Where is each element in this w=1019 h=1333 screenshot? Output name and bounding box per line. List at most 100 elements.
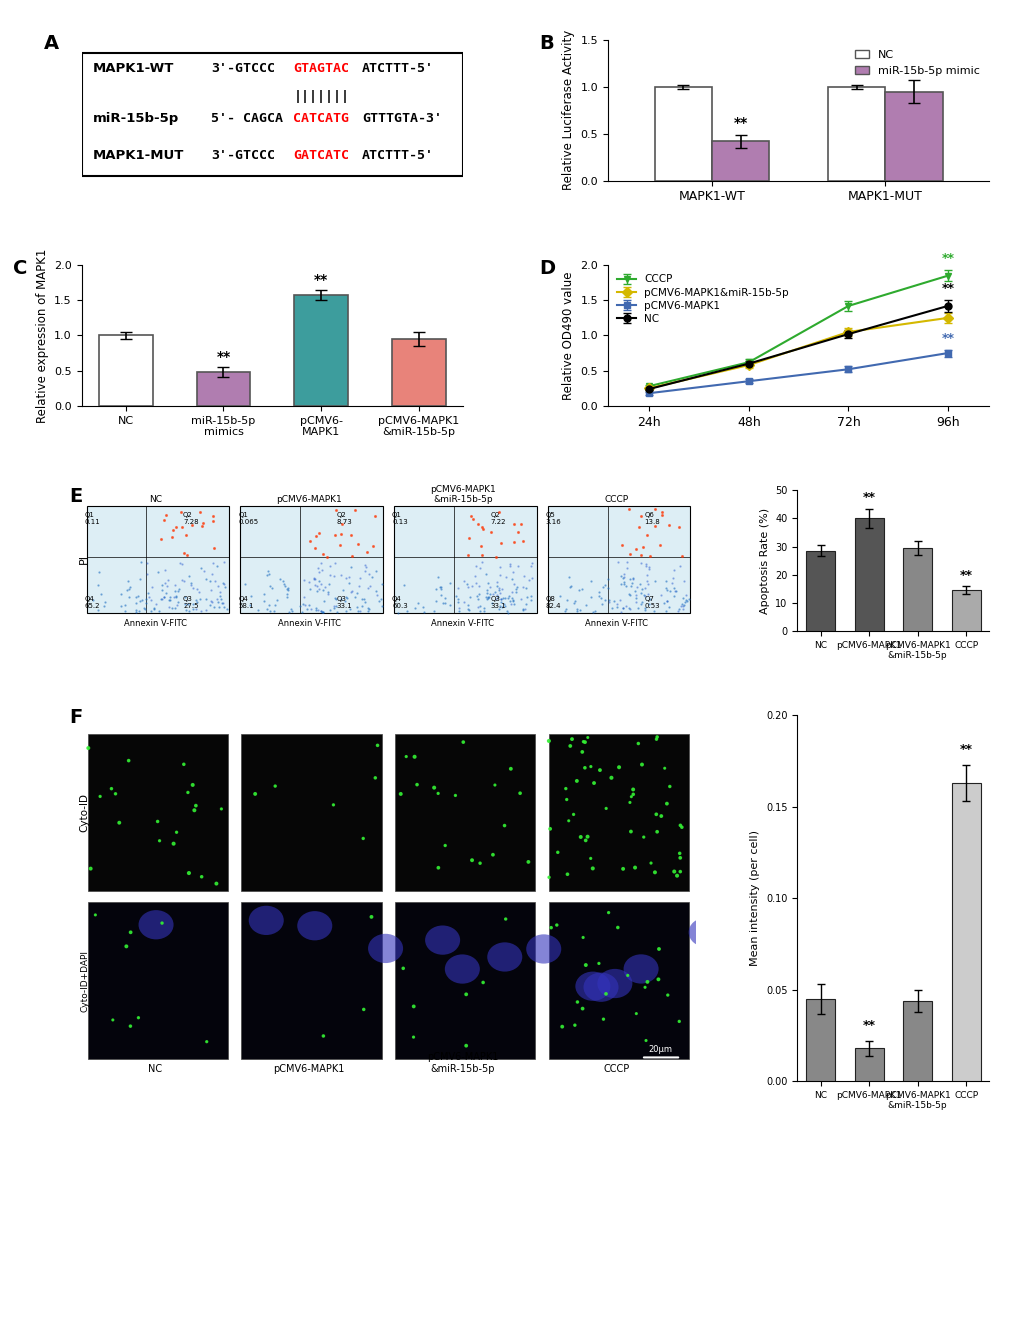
Point [96,596,112,617]
Point [138,588,154,609]
Point [261,563,277,584]
Point [120,579,137,600]
Point [664,577,681,599]
Point [310,523,326,544]
Point [175,569,192,591]
Point [678,591,694,612]
Point [449,577,466,599]
Point [167,575,183,596]
Point [405,1026,421,1048]
Point [321,573,337,595]
Point [258,564,274,585]
Point [648,821,664,842]
Point [470,584,486,605]
Ellipse shape [688,917,722,946]
Point [266,600,282,621]
Point [560,810,577,832]
Point [159,576,175,597]
Point [486,774,502,796]
Point [491,556,507,577]
Point [357,560,373,581]
Text: CCCP: CCCP [603,1064,629,1074]
Point [133,589,150,611]
Point [641,588,657,609]
Point [488,584,504,605]
Point [638,555,654,576]
Point [268,589,284,611]
Point [650,969,666,990]
Point [660,596,677,617]
Point [597,984,613,1005]
Point [118,580,135,601]
Point [291,596,308,617]
Point [365,536,381,557]
Point [481,583,497,604]
Point [406,996,422,1017]
Point [309,576,325,597]
Point [496,814,513,836]
Point [118,936,135,957]
Point [582,848,598,869]
Point [354,588,370,609]
Ellipse shape [575,972,609,1001]
Point [367,768,383,789]
Text: Q2
7.22: Q2 7.22 [490,512,505,525]
Point [320,581,336,603]
Point [128,593,145,615]
Point [138,592,154,613]
Point [522,556,538,577]
Point [486,581,502,603]
Point [678,589,694,611]
Point [130,1006,147,1028]
Point [648,729,664,750]
Point [636,977,652,998]
Text: 5'- CAGCA: 5'- CAGCA [211,112,283,125]
Point [150,561,166,583]
Point [633,552,649,573]
Point [507,581,524,603]
Point [455,592,472,613]
Bar [87,505,229,613]
Point [296,569,312,591]
Text: pCMV6-MAPK1: pCMV6-MAPK1 [273,1064,344,1074]
Point [461,587,477,608]
Point [313,573,329,595]
Point [211,597,227,619]
Point [491,595,507,616]
Point [521,569,537,591]
Point [410,592,426,613]
Point [664,560,681,581]
Point [517,577,533,599]
Text: **: ** [314,273,328,287]
Point [113,596,129,617]
Point [179,781,196,802]
Point [348,596,365,617]
Y-axis label: Relative OD490 value: Relative OD490 value [561,271,575,400]
Point [97,591,113,612]
Point [576,757,592,778]
Point [671,842,687,864]
Point [161,596,177,617]
Point [675,599,691,620]
Point [284,600,301,621]
Point [620,583,636,604]
Point [336,591,353,612]
Point [216,573,232,595]
Point [503,568,520,589]
Point [671,1010,687,1032]
Point [127,587,144,608]
Point [603,597,620,619]
Point [202,591,218,612]
Point [218,599,234,620]
Point [627,580,643,601]
Point [360,597,376,619]
Bar [197,372,250,405]
Point [638,524,654,545]
Ellipse shape [526,934,560,964]
Point [105,1009,121,1030]
Point [487,547,503,568]
Point [600,902,616,924]
Point [490,577,506,599]
Text: Q3
33.1: Q3 33.1 [490,596,505,609]
Point [608,596,625,617]
